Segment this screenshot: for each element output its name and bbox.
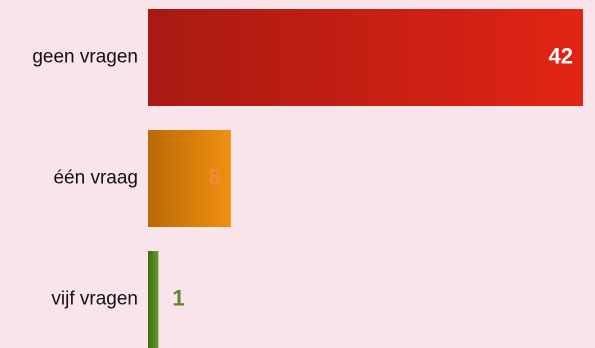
value-labels: 42 8 1 [172,43,573,310]
value-label: 8 [209,164,221,189]
value-label: 1 [172,285,184,310]
bar-3 [148,251,159,348]
value-label: 42 [549,43,573,68]
category-label: één vraag [53,168,138,189]
bars-group [148,9,583,348]
category-labels: geen vragen één vraag vijf vragen [32,47,138,310]
bar-1 [148,9,583,106]
category-label: vijf vragen [51,289,138,310]
bar-2 [148,130,231,227]
category-label: geen vragen [32,47,138,68]
